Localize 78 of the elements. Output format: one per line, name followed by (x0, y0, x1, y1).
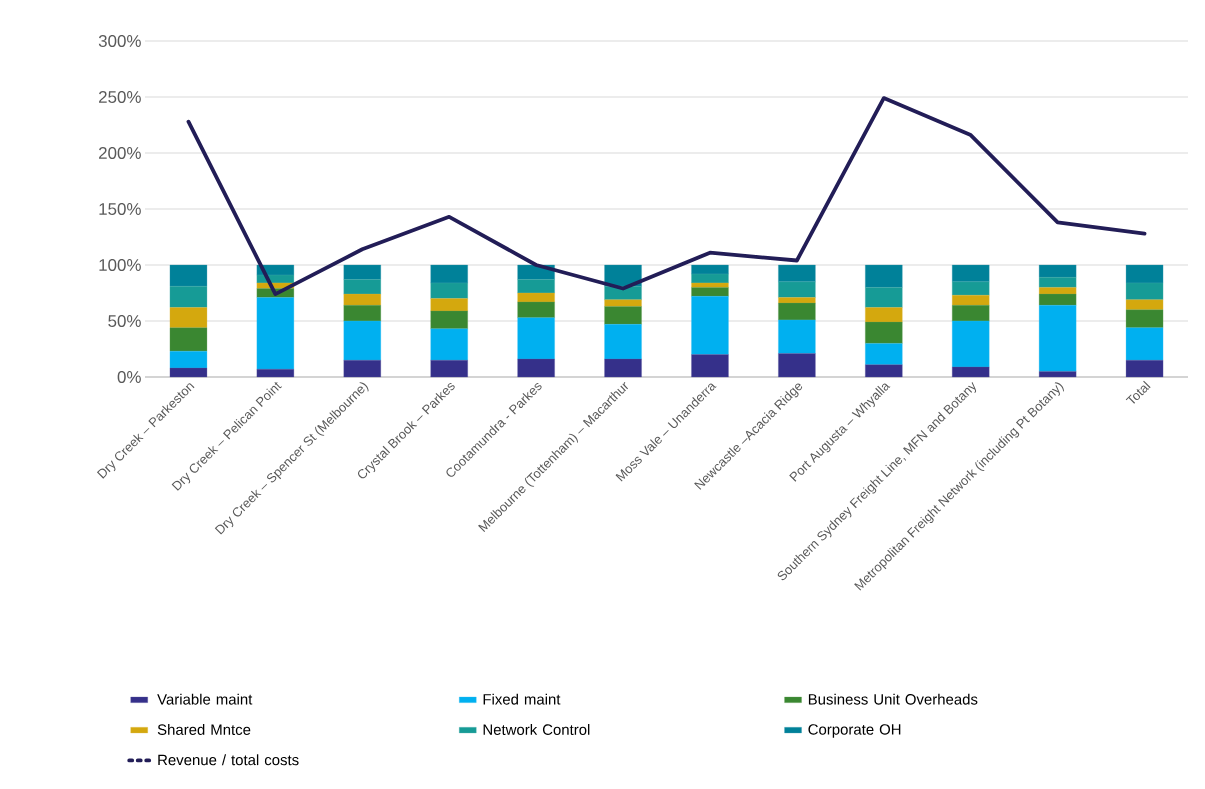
bar (865, 321, 903, 344)
bar (517, 301, 555, 318)
bar (691, 354, 729, 378)
bar (256, 297, 295, 370)
bar (343, 320, 381, 361)
bar (952, 366, 990, 378)
bar (778, 264, 816, 282)
bar (1125, 360, 1164, 378)
bar (169, 351, 208, 369)
bar (691, 264, 729, 275)
bar (169, 286, 208, 308)
bar (952, 320, 990, 368)
bar (865, 264, 903, 288)
y-tick-label: 50% (108, 315, 141, 327)
bar (604, 306, 642, 325)
bar (778, 281, 816, 298)
bar (1038, 371, 1077, 378)
bar (517, 279, 555, 294)
bar (1038, 264, 1077, 278)
bar (691, 296, 729, 355)
legend-label: Business Unit Overheads (808, 693, 978, 705)
bar (430, 328, 468, 361)
bar (604, 358, 642, 378)
y-tick-label: 200% (99, 147, 141, 159)
legend-label: Revenue / total costs (158, 754, 299, 766)
y-tick-label: 250% (99, 91, 141, 103)
bar (343, 360, 381, 378)
legend-label: Fixed maint (483, 693, 561, 705)
bar (343, 293, 381, 306)
bar (604, 324, 642, 360)
bar (517, 292, 555, 303)
bar (169, 264, 208, 287)
y-tick-label: 300% (98, 35, 141, 47)
bar (952, 305, 990, 322)
bar (604, 299, 642, 307)
bar (343, 264, 381, 280)
bar (952, 264, 990, 282)
bar (430, 310, 468, 329)
bar (865, 364, 903, 378)
bar (865, 343, 903, 365)
bar (169, 367, 208, 378)
bar (517, 317, 555, 360)
bar (691, 273, 729, 284)
bar (430, 282, 468, 299)
bar (778, 319, 816, 354)
bar (1038, 277, 1077, 288)
bar (865, 287, 903, 308)
bar (169, 327, 208, 352)
y-tick-label: 150% (99, 203, 141, 215)
bar (952, 295, 990, 306)
y-tick-label: 0% (117, 371, 141, 383)
bar (865, 307, 903, 323)
bar (691, 282, 729, 288)
bar (1125, 264, 1164, 284)
legend-label: Variable maint (157, 693, 253, 705)
bar (1038, 305, 1077, 372)
bar (1038, 293, 1077, 306)
bar (691, 287, 729, 297)
bar (256, 369, 295, 378)
bar (1125, 327, 1164, 361)
bar (517, 358, 555, 378)
bar (430, 360, 468, 378)
bar (343, 279, 381, 295)
bar (778, 353, 816, 378)
bar (169, 307, 208, 328)
bar (343, 305, 381, 322)
legend-label: Shared Mntce (157, 723, 251, 735)
bar (1125, 299, 1164, 310)
bar (778, 302, 816, 321)
bar (430, 264, 468, 284)
bar (952, 281, 990, 296)
bar (1125, 309, 1164, 328)
bar (430, 298, 468, 312)
legend-label: Corporate OH (808, 724, 901, 738)
legend-label: Network Control (483, 723, 590, 735)
bar (1125, 282, 1164, 300)
y-tick-label: 100% (99, 259, 141, 271)
line-series (186, 96, 1147, 297)
